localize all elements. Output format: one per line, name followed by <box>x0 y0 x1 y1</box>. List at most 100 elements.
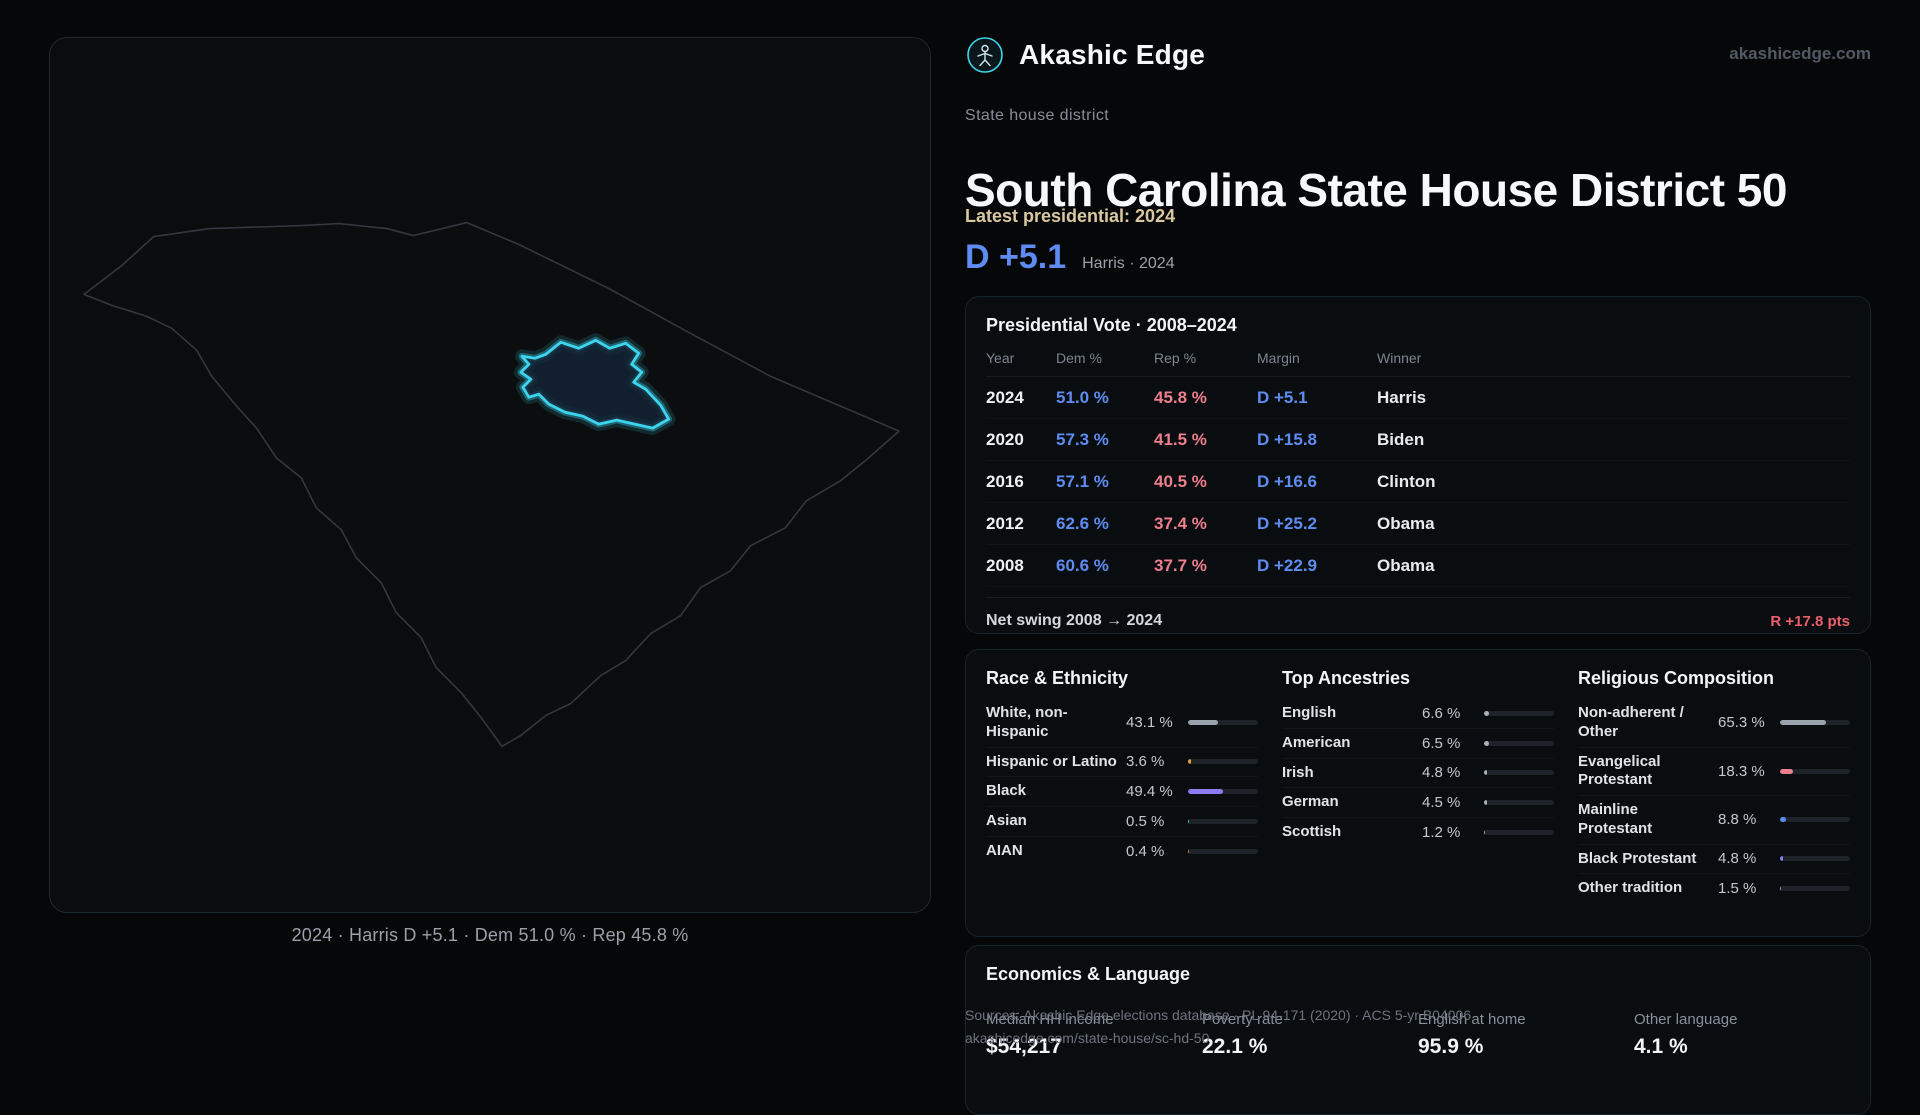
bar-fill <box>1188 789 1223 794</box>
cell-year: 2016 <box>986 472 1056 492</box>
item-value: 0.4 % <box>1126 843 1188 860</box>
site-link[interactable]: akashicedge.com <box>1729 44 1871 64</box>
ancestries-title: Top Ancestries <box>1282 668 1554 689</box>
presidential-vote-card: Presidential Vote · 2008–2024 Year Dem %… <box>965 296 1871 634</box>
cell-margin: D +25.2 <box>1257 514 1377 534</box>
stat-value: 4.1 % <box>1634 1035 1850 1059</box>
item-value: 4.8 % <box>1718 850 1780 867</box>
bar-track <box>1780 720 1850 725</box>
bar-fill <box>1780 856 1783 861</box>
item-label: Black Protestant <box>1578 850 1718 869</box>
cell-winner: Harris <box>1377 388 1850 408</box>
bar-track <box>1484 711 1554 716</box>
cell-winner: Clinton <box>1377 472 1850 492</box>
item-label: Hispanic or Latino <box>986 753 1126 772</box>
list-item: Non-adherent / Other 65.3 % <box>1578 699 1850 748</box>
margin-row: D +5.1 Harris · 2024 <box>965 238 1175 277</box>
item-value: 3.6 % <box>1126 753 1188 770</box>
item-label: White, non-Hispanic <box>986 704 1126 742</box>
bar-fill <box>1484 711 1489 716</box>
permalink[interactable]: akashicedge.com/state-house/sc-hd-50 <box>965 1028 1209 1050</box>
bar-fill <box>1484 770 1487 775</box>
cell-dem: 57.1 % <box>1056 472 1154 492</box>
bar-fill <box>1780 769 1793 774</box>
cell-year: 2020 <box>986 430 1056 450</box>
item-value: 18.3 % <box>1718 763 1780 780</box>
col-winner: Winner <box>1377 350 1850 366</box>
economics-title: Economics & Language <box>986 964 1850 985</box>
cell-rep: 37.4 % <box>1154 514 1257 534</box>
item-value: 65.3 % <box>1718 714 1780 731</box>
content-column: Akashic Edge akashicedge.com State house… <box>965 0 1871 1080</box>
margin-note: Harris · 2024 <box>1082 255 1174 273</box>
south-carolina-outline <box>84 223 899 747</box>
margin-value: D +5.1 <box>965 238 1066 277</box>
bar-track <box>1188 849 1258 854</box>
item-value: 1.5 % <box>1718 880 1780 897</box>
list-item: Asian 0.5 % <box>986 807 1258 837</box>
item-value: 49.4 % <box>1126 783 1188 800</box>
cell-winner: Obama <box>1377 556 1850 576</box>
bar-track <box>1188 789 1258 794</box>
bar-track <box>1780 769 1850 774</box>
bar-track <box>1188 759 1258 764</box>
item-label: Evangelical Protestant <box>1578 753 1718 791</box>
presidential-card-title: Presidential Vote · 2008–2024 <box>986 315 1850 336</box>
stat-other-language: Other language 4.1 % <box>1634 1011 1850 1059</box>
religion-title: Religious Composition <box>1578 668 1850 689</box>
bar-fill <box>1484 741 1489 746</box>
item-label: American <box>1282 734 1422 753</box>
cell-dem: 57.3 % <box>1056 430 1154 450</box>
list-item: English 6.6 % <box>1282 699 1554 729</box>
table-row: 2024 51.0 % 45.8 % D +5.1 Harris <box>986 377 1850 419</box>
item-value: 6.6 % <box>1422 705 1484 722</box>
bar-track <box>1188 819 1258 824</box>
item-value: 43.1 % <box>1126 714 1188 731</box>
bar-fill <box>1188 759 1191 764</box>
cell-rep: 40.5 % <box>1154 472 1257 492</box>
item-value: 1.2 % <box>1422 824 1484 841</box>
table-row: 2020 57.3 % 41.5 % D +15.8 Biden <box>986 419 1850 461</box>
item-value: 4.8 % <box>1422 764 1484 781</box>
race-ethnicity-section: Race & Ethnicity White, non-Hispanic 43.… <box>986 668 1258 918</box>
list-item: Scottish 1.2 % <box>1282 818 1554 847</box>
item-value: 4.5 % <box>1422 794 1484 811</box>
bar-track <box>1484 741 1554 746</box>
table-row: 2012 62.6 % 37.4 % D +25.2 Obama <box>986 503 1850 545</box>
cell-rep: 45.8 % <box>1154 388 1257 408</box>
bar-fill <box>1780 886 1781 891</box>
bar-fill <box>1188 720 1218 725</box>
table-row: 2016 57.1 % 40.5 % D +16.6 Clinton <box>986 461 1850 503</box>
item-label: AIAN <box>986 842 1126 861</box>
item-label: Scottish <box>1282 823 1422 842</box>
cell-margin: D +22.9 <box>1257 556 1377 576</box>
cell-margin: D +16.6 <box>1257 472 1377 492</box>
list-item: Mainline Protestant 8.8 % <box>1578 796 1850 845</box>
state-map <box>50 38 930 912</box>
list-item: German 4.5 % <box>1282 788 1554 818</box>
list-item: Hispanic or Latino 3.6 % <box>986 748 1258 778</box>
latest-presidential-label: Latest presidential: 2024 <box>965 206 1175 227</box>
sources-text: Sources: Akashic Edge elections database… <box>965 1005 1471 1027</box>
cell-winner: Obama <box>1377 514 1850 534</box>
race-title: Race & Ethnicity <box>986 668 1258 689</box>
stat-label: Other language <box>1634 1011 1850 1028</box>
cell-winner: Biden <box>1377 430 1850 450</box>
list-item: American 6.5 % <box>1282 729 1554 759</box>
bar-track <box>1780 856 1850 861</box>
col-rep: Rep % <box>1154 350 1257 366</box>
kicker-label: State house district <box>965 107 1109 125</box>
list-item: Other tradition 1.5 % <box>1578 874 1850 903</box>
item-label: Non-adherent / Other <box>1578 704 1718 742</box>
col-year: Year <box>986 350 1056 366</box>
net-swing-row: Net swing 2008 → 2024 R +17.8 pts <box>986 597 1850 630</box>
list-item: Irish 4.8 % <box>1282 759 1554 789</box>
list-item: White, non-Hispanic 43.1 % <box>986 699 1258 748</box>
page-footer: Sources: Akashic Edge elections database… <box>965 1005 1471 1051</box>
bar-track <box>1780 886 1850 891</box>
net-swing-label: Net swing 2008 → 2024 <box>986 612 1162 630</box>
religious-composition-section: Religious Composition Non-adherent / Oth… <box>1578 668 1850 918</box>
cell-rep: 41.5 % <box>1154 430 1257 450</box>
bar-track <box>1780 817 1850 822</box>
item-label: Asian <box>986 812 1126 831</box>
